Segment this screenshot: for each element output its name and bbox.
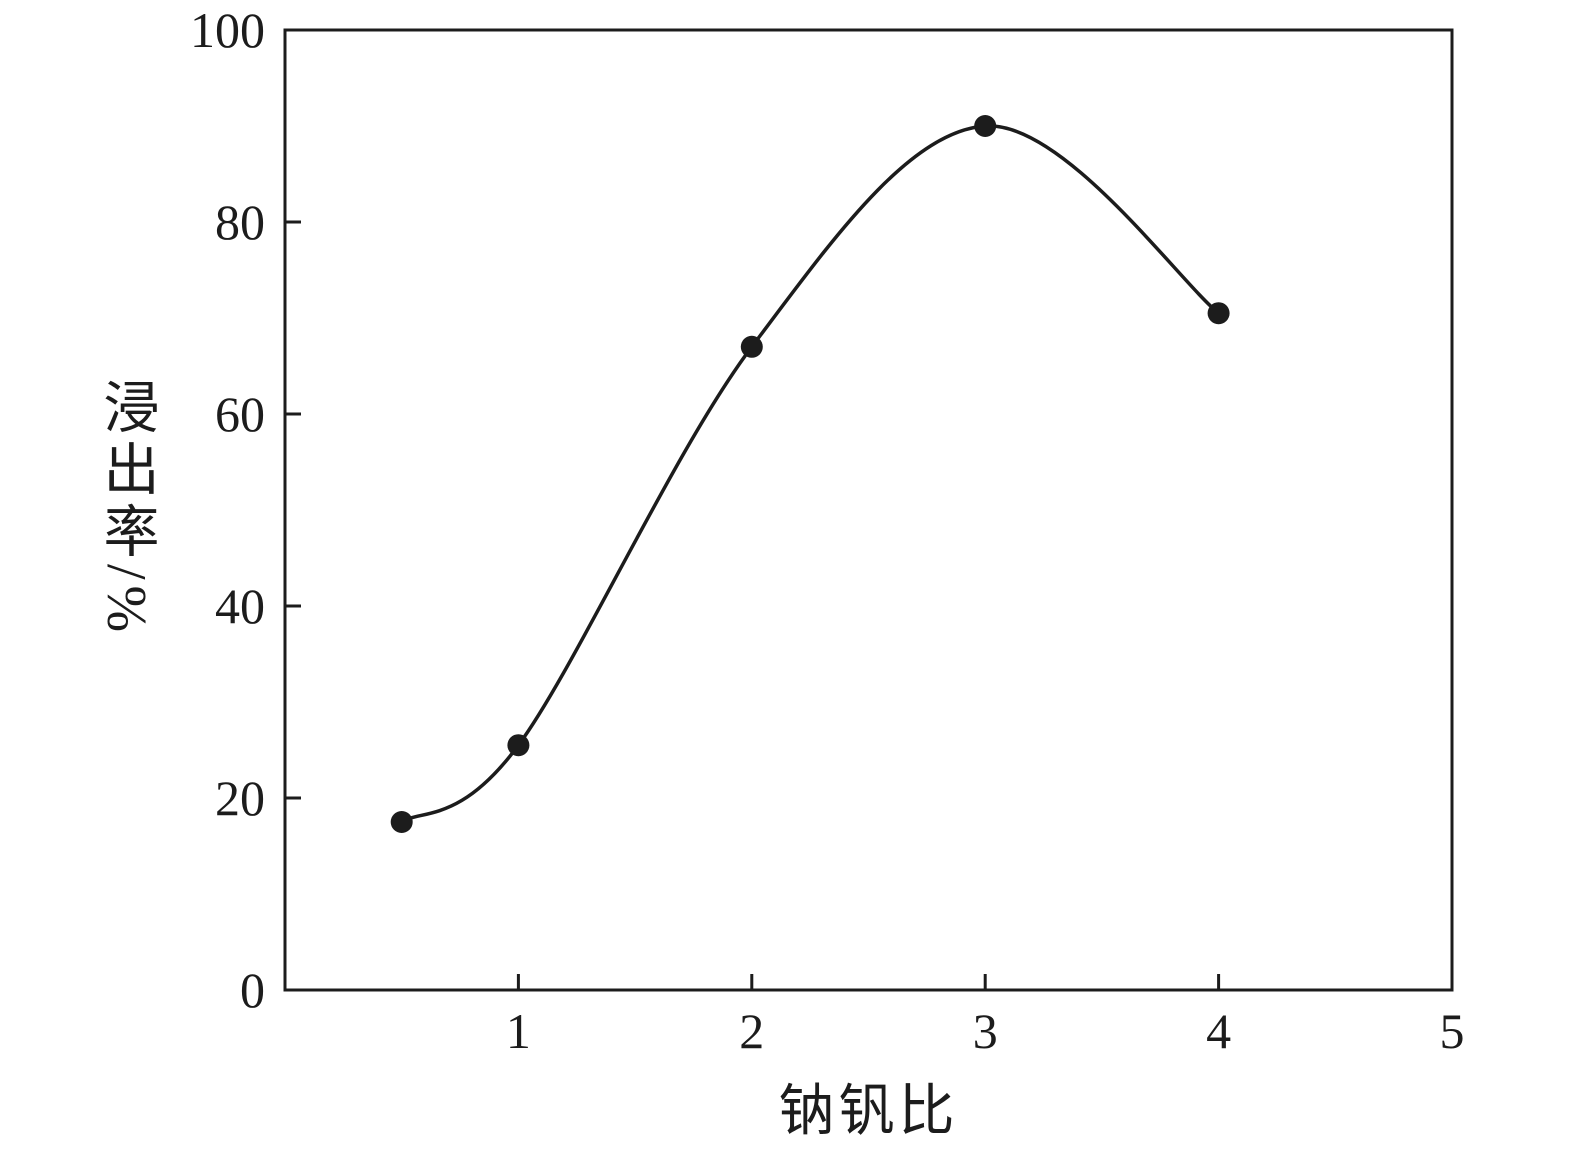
axes-layer: 0 20 40 60 80 100 1 2 3 4 5 xyxy=(190,2,1465,1059)
y-tick-label: 60 xyxy=(215,386,265,442)
x-tick-label: 5 xyxy=(1440,1003,1465,1059)
data-point xyxy=(740,335,763,358)
y-tick-label: 40 xyxy=(215,578,265,634)
x-tick-label: 2 xyxy=(739,1003,764,1059)
x-tick-label: 1 xyxy=(506,1003,531,1059)
x-tick-label: 4 xyxy=(1206,1003,1231,1059)
data-point xyxy=(390,811,413,833)
y-tick-label: 100 xyxy=(190,2,265,58)
plot-frame xyxy=(283,28,1454,992)
data-line xyxy=(399,124,1221,824)
y-tick-label: 0 xyxy=(240,962,265,1018)
x-axis-title: 钠钒比 xyxy=(778,1081,959,1143)
data-point xyxy=(974,115,997,137)
data-point xyxy=(507,734,530,757)
y-tick-label: 20 xyxy=(215,770,265,826)
data-series-layer xyxy=(390,115,1230,833)
y-axis-title: 浸出率/% xyxy=(95,378,157,639)
data-point xyxy=(1207,302,1230,325)
x-tick-label: 3 xyxy=(973,1003,998,1059)
y-tick-label: 80 xyxy=(215,194,265,250)
